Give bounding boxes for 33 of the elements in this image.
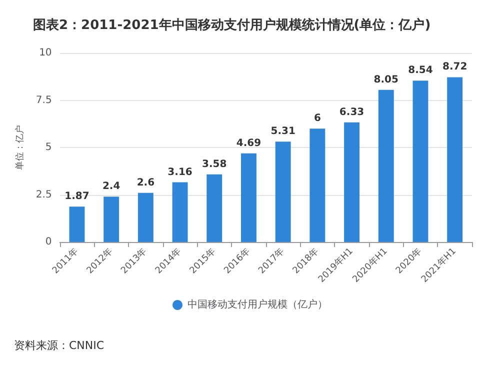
data-label: 8.72 [442,62,468,73]
y-tick-label: 2.5 [36,189,52,200]
data-label: 8.05 [374,74,398,86]
text: 资料来源：CNNIC [14,339,104,352]
data-label: 8.54 [408,65,433,76]
data-label: 1.87 [64,191,90,202]
y-tick-label: 10 [39,48,52,58]
legend-label: 中国移动支付用户规模（亿户） [188,298,328,310]
bar [275,142,291,242]
bar [69,206,85,242]
chart-title: 图表2：2011-2021年中国移动支付用户规模统计情况(单位：亿户) [33,17,431,33]
data-label: 3.58 [202,158,227,170]
y-tick-label: 0 [45,236,52,248]
data-label: 2.6 [136,177,155,188]
bar [310,128,326,242]
data-label: 4.69 [236,138,262,149]
data-label: 5.31 [270,126,296,138]
y-tick-label: 5 [45,142,52,153]
data-label: 3.16 [168,166,192,178]
bar [104,196,120,242]
y-tick-label: 7.5 [36,94,52,106]
bar [412,80,428,242]
data-label: 2.4 [102,181,120,192]
data-label: 6 [314,113,321,124]
bar [241,153,256,242]
bar [172,182,188,242]
bar [206,174,222,242]
bar [344,122,360,242]
bar [138,192,154,242]
data-label: 6.33 [339,106,364,118]
bar [447,77,463,242]
bar [378,90,394,242]
y-axis-title: 单位：亿户 [14,125,26,170]
